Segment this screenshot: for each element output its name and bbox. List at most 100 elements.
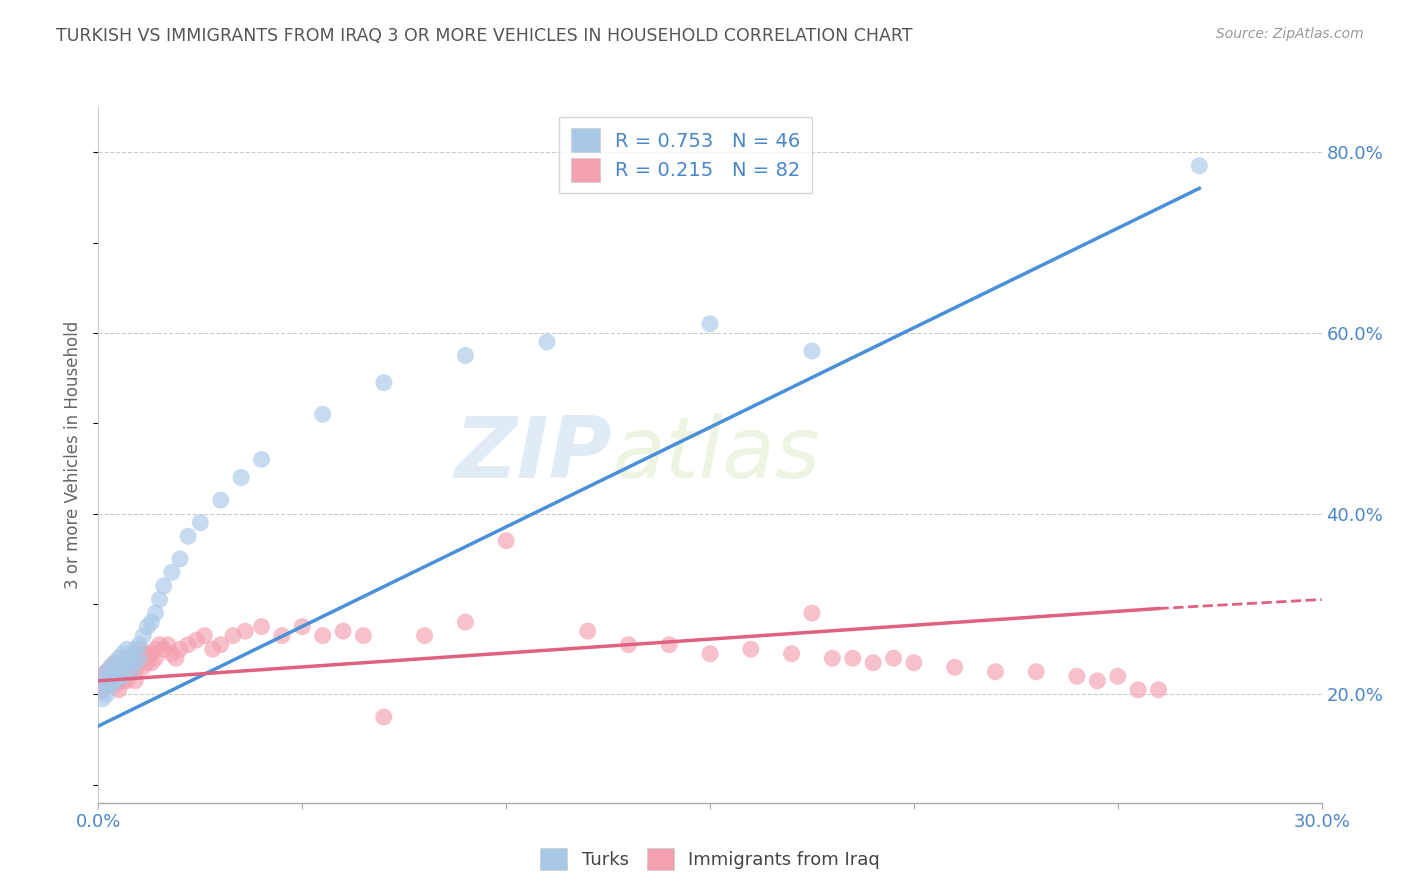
Point	[145, 642, 167, 657]
Point	[108, 669, 131, 683]
Point	[108, 665, 131, 679]
Point	[1147, 682, 1170, 697]
Point	[124, 656, 146, 670]
Point	[115, 642, 138, 657]
Point	[132, 629, 155, 643]
Point	[454, 349, 477, 363]
Point	[152, 579, 174, 593]
Point	[141, 615, 163, 629]
Point	[250, 452, 273, 467]
Point	[1066, 669, 1088, 683]
Point	[108, 651, 131, 665]
Point	[149, 592, 172, 607]
Point	[291, 619, 314, 633]
Point	[132, 660, 155, 674]
Point	[136, 647, 159, 661]
Point	[124, 642, 146, 657]
Point	[120, 665, 142, 679]
Point	[91, 692, 114, 706]
Point	[270, 629, 294, 643]
Point	[193, 629, 215, 643]
Point	[231, 470, 253, 484]
Point	[821, 651, 844, 665]
Point	[115, 660, 138, 674]
Point	[120, 665, 142, 679]
Point	[373, 710, 395, 724]
Point	[120, 660, 142, 674]
Point	[160, 647, 183, 661]
Point	[96, 678, 118, 692]
Point	[156, 638, 179, 652]
Point	[141, 656, 163, 670]
Point	[100, 678, 122, 692]
Point	[801, 344, 824, 359]
Point	[100, 673, 122, 688]
Point	[104, 656, 127, 670]
Point	[413, 629, 436, 643]
Point	[312, 407, 335, 421]
Point	[128, 656, 150, 670]
Point	[149, 638, 172, 652]
Point	[128, 651, 150, 665]
Point	[128, 651, 150, 665]
Point	[201, 642, 224, 657]
Point	[186, 633, 208, 648]
Point	[145, 606, 167, 620]
Point	[104, 669, 127, 683]
Point	[124, 673, 146, 688]
Point	[108, 665, 131, 679]
Point	[780, 647, 803, 661]
Point	[91, 669, 114, 683]
Point	[332, 624, 354, 639]
Point	[136, 656, 159, 670]
Point	[115, 651, 138, 665]
Text: ZIP: ZIP	[454, 413, 612, 497]
Point	[111, 665, 134, 679]
Point	[617, 638, 640, 652]
Point	[120, 651, 142, 665]
Point	[104, 678, 127, 692]
Point	[165, 651, 187, 665]
Point	[740, 642, 762, 657]
Point	[100, 669, 122, 683]
Point	[862, 656, 884, 670]
Point	[111, 660, 134, 674]
Point	[111, 673, 134, 688]
Point	[104, 656, 127, 670]
Point	[124, 656, 146, 670]
Point	[128, 642, 150, 657]
Point	[104, 673, 127, 688]
Point	[209, 638, 232, 652]
Point	[128, 638, 150, 652]
Point	[104, 673, 127, 688]
Point	[373, 376, 395, 390]
Point	[1025, 665, 1047, 679]
Point	[352, 629, 374, 643]
Point	[145, 651, 167, 665]
Point	[233, 624, 256, 639]
Point	[903, 656, 925, 670]
Point	[699, 317, 721, 331]
Point	[1107, 669, 1129, 683]
Y-axis label: 3 or more Vehicles in Household: 3 or more Vehicles in Household	[65, 321, 83, 589]
Point	[454, 615, 477, 629]
Point	[943, 660, 966, 674]
Point	[841, 651, 863, 665]
Point	[1188, 159, 1211, 173]
Point	[169, 551, 191, 566]
Point	[188, 516, 212, 530]
Text: TURKISH VS IMMIGRANTS FROM IRAQ 3 OR MORE VEHICLES IN HOUSEHOLD CORRELATION CHAR: TURKISH VS IMMIGRANTS FROM IRAQ 3 OR MOR…	[56, 27, 912, 45]
Point	[124, 665, 146, 679]
Point	[91, 673, 114, 688]
Point	[1128, 682, 1150, 697]
Point	[104, 665, 127, 679]
Point	[100, 660, 122, 674]
Point	[91, 682, 114, 697]
Point	[100, 673, 122, 688]
Point	[536, 334, 558, 349]
Legend: Turks, Immigrants from Iraq: Turks, Immigrants from Iraq	[533, 841, 887, 877]
Point	[120, 651, 142, 665]
Point	[100, 669, 122, 683]
Point	[136, 619, 159, 633]
Point	[96, 678, 118, 692]
